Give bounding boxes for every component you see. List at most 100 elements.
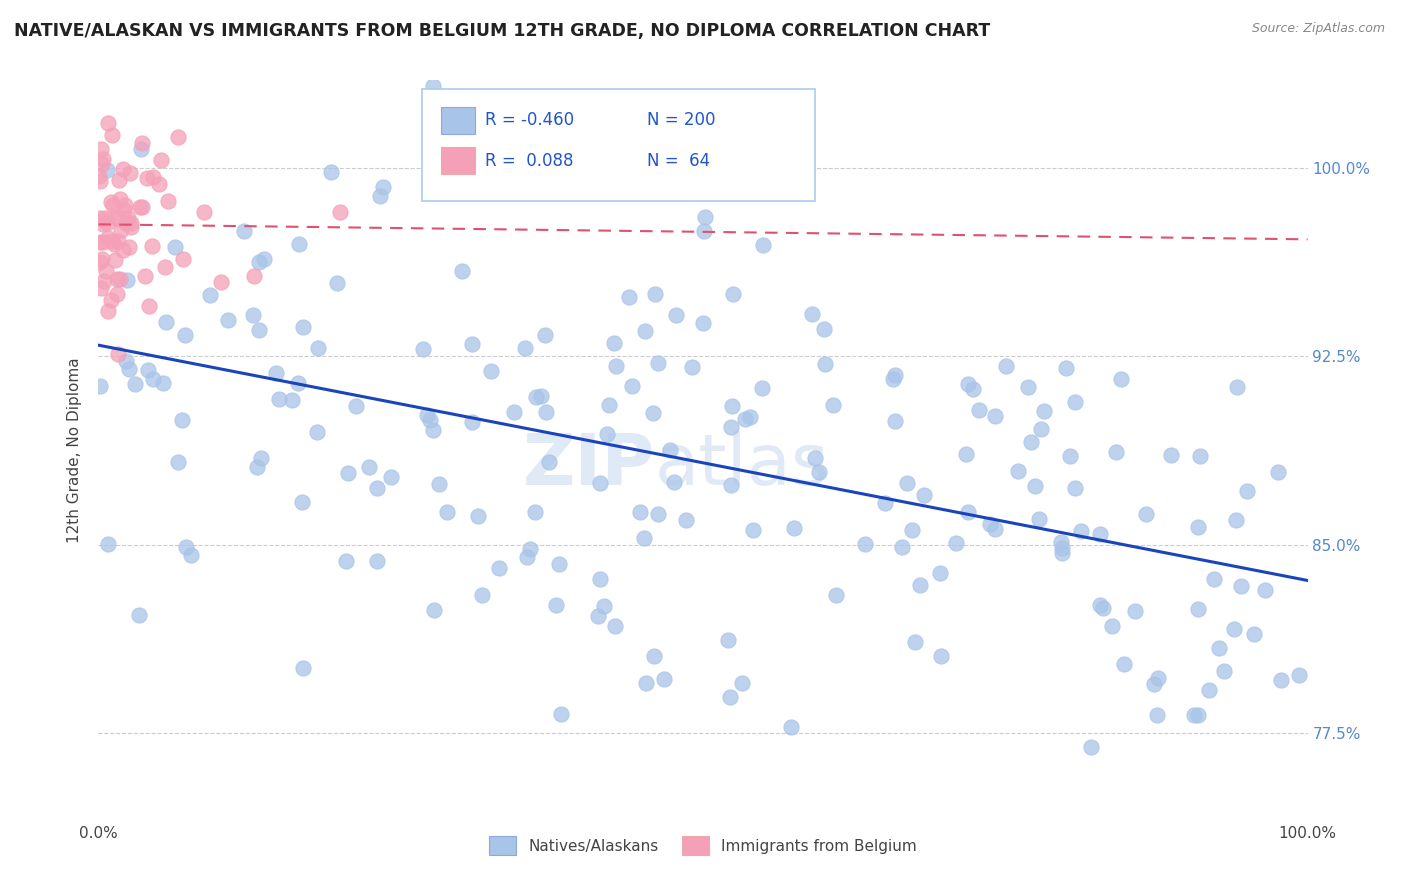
Point: [96, 216, 118, 230]
Text: NATIVE/ALASKAN VS IMMIGRANTS FROM BELGIUM 12TH GRADE, NO DIPLOMA CORRELATION CHA: NATIVE/ALASKAN VS IMMIGRANTS FROM BELGIU…: [14, 22, 990, 40]
Point: [882, 372, 904, 386]
Point: [112, 161, 135, 176]
Point: [93, 274, 115, 288]
Point: [891, 541, 914, 555]
Point: [128, 607, 150, 622]
Point: [662, 475, 685, 489]
Point: [287, 236, 309, 251]
Point: [945, 535, 967, 549]
Point: [731, 676, 754, 690]
Point: [1267, 465, 1289, 479]
Point: [1019, 434, 1042, 449]
Point: [1270, 673, 1292, 687]
Point: [979, 517, 1001, 532]
Point: [103, 198, 125, 212]
Text: Source: ZipAtlas.com: Source: ZipAtlas.com: [1251, 22, 1385, 36]
Point: [153, 260, 176, 274]
Point: [605, 359, 627, 373]
Point: [550, 706, 572, 721]
Point: [107, 234, 129, 248]
Point: [1184, 707, 1206, 722]
Point: [1050, 546, 1073, 560]
Point: [1187, 708, 1209, 723]
Point: [247, 255, 270, 269]
Point: [717, 633, 740, 648]
Point: [412, 342, 434, 356]
Point: [107, 286, 129, 301]
Point: [307, 342, 329, 356]
Point: [366, 554, 388, 568]
Point: [1050, 534, 1073, 549]
Point: [720, 420, 742, 434]
Point: [101, 235, 124, 249]
Point: [209, 275, 232, 289]
Point: [929, 649, 952, 664]
Point: [107, 212, 129, 227]
Point: [90, 281, 112, 295]
Point: [598, 398, 620, 412]
Point: [97, 537, 120, 551]
Point: [131, 136, 153, 150]
Point: [804, 450, 827, 465]
Point: [336, 466, 359, 480]
Point: [873, 496, 896, 510]
Point: [779, 720, 801, 734]
Point: [644, 287, 666, 301]
Point: [152, 376, 174, 390]
Point: [422, 603, 444, 617]
Point: [957, 505, 980, 519]
Point: [984, 522, 1007, 536]
Point: [461, 336, 484, 351]
Point: [138, 299, 160, 313]
Point: [246, 460, 269, 475]
Point: [955, 447, 977, 461]
Point: [89, 169, 111, 183]
Point: [524, 390, 547, 404]
Point: [534, 328, 557, 343]
Point: [105, 272, 128, 286]
Text: R = -0.460: R = -0.460: [485, 112, 574, 129]
Point: [628, 505, 651, 519]
Point: [782, 521, 804, 535]
Point: [461, 416, 484, 430]
Point: [243, 269, 266, 284]
Point: [419, 412, 441, 426]
Point: [89, 211, 111, 225]
Point: [359, 460, 381, 475]
Point: [967, 403, 990, 417]
Point: [180, 548, 202, 562]
Point: [1160, 449, 1182, 463]
Point: [1202, 572, 1225, 586]
Point: [544, 599, 567, 613]
Point: [172, 252, 194, 266]
Point: [813, 357, 835, 371]
Point: [1031, 422, 1053, 436]
Point: [193, 205, 215, 219]
Point: [346, 399, 368, 413]
Point: [530, 389, 553, 403]
Point: [734, 412, 756, 426]
Point: [1198, 683, 1220, 698]
Point: [633, 532, 655, 546]
Point: [479, 364, 502, 378]
Point: [107, 347, 129, 361]
Point: [217, 312, 239, 326]
Point: [97, 304, 120, 318]
Point: [422, 78, 444, 93]
Point: [128, 201, 150, 215]
Point: [738, 410, 761, 425]
Point: [1064, 395, 1087, 409]
Legend: Natives/Alaskans, Immigrants from Belgium: Natives/Alaskans, Immigrants from Belgiu…: [482, 830, 924, 861]
Point: [291, 320, 314, 334]
Point: [721, 286, 744, 301]
Point: [420, 149, 443, 163]
Point: [141, 371, 163, 385]
Point: [142, 169, 165, 184]
Point: [91, 152, 114, 166]
Point: [603, 336, 626, 351]
Point: [117, 362, 139, 376]
Point: [1230, 579, 1253, 593]
Point: [1225, 513, 1247, 527]
Point: [742, 523, 765, 537]
Point: [120, 166, 142, 180]
